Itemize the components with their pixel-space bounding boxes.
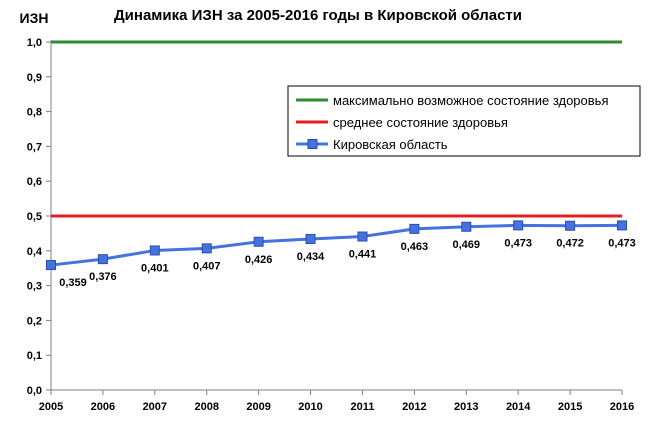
data-point — [409, 223, 420, 234]
data-point — [305, 233, 316, 244]
data-point — [461, 221, 472, 232]
y-tick-label: 0,1 — [27, 350, 42, 362]
data-label: 0,463 — [401, 241, 429, 253]
series-line — [50, 223, 623, 267]
data-label: 0,469 — [453, 239, 481, 251]
data-point — [97, 254, 108, 265]
data-point — [513, 220, 524, 231]
data-label: 0,376 — [89, 271, 117, 283]
y-tick-label: 0,3 — [27, 281, 42, 293]
data-label: 0,359 — [59, 277, 87, 289]
data-point — [46, 260, 56, 271]
y-tick-label: 0,0 — [27, 385, 42, 397]
legend-marker — [307, 139, 318, 149]
y-tick-label: 0,2 — [27, 315, 42, 327]
y-tick-label: 1,0 — [27, 37, 42, 49]
x-tick-label: 2015 — [558, 401, 582, 413]
data-label: 0,441 — [349, 249, 377, 261]
x-tick-label: 2006 — [91, 401, 115, 413]
y-tick-label: 0,5 — [27, 211, 42, 223]
x-tick-label: 2014 — [506, 401, 531, 413]
data-label: 0,401 — [141, 262, 169, 274]
x-tick-label: 2009 — [246, 401, 270, 413]
legend-entry: максимально возможное состояние здоровья — [333, 93, 609, 108]
x-tick-label: 2010 — [298, 401, 322, 413]
legend: максимально возможное состояние здоровья… — [287, 85, 641, 157]
y-axis-label: ИЗН — [20, 10, 49, 26]
y-tick-label: 0,6 — [27, 176, 42, 188]
y-tick-label: 0,9 — [27, 72, 42, 84]
data-point — [617, 220, 627, 231]
data-point — [201, 243, 212, 254]
data-label: 0,407 — [193, 260, 221, 272]
y-tick-label: 0,7 — [27, 141, 42, 153]
x-tick-label: 2008 — [194, 401, 218, 413]
x-tick-label: 2013 — [454, 401, 478, 413]
data-point — [253, 236, 264, 247]
x-tick-label: 2012 — [402, 401, 426, 413]
data-point — [149, 245, 160, 256]
x-tick-label: 2005 — [39, 401, 63, 413]
data-point — [565, 220, 576, 231]
x-tick-label: 2011 — [351, 401, 375, 413]
data-label: 0,434 — [297, 251, 325, 263]
legend-entry: Кировская область — [333, 137, 448, 152]
y-tick-label: 0,8 — [27, 107, 42, 119]
data-label: 0,472 — [556, 238, 584, 250]
legend-entry: среднее состояние здоровья — [333, 115, 508, 130]
y-tick-label: 0,4 — [27, 246, 43, 258]
data-label: 0,473 — [504, 237, 532, 249]
x-tick-label: 2007 — [143, 401, 167, 413]
data-label: 0,426 — [245, 254, 273, 266]
data-point — [357, 231, 368, 242]
legend-box — [287, 85, 641, 157]
data-label: 0,473 — [608, 237, 636, 249]
x-tick-label: 2016 — [610, 401, 634, 413]
chart-title: Динамика ИЗН за 2005-2016 годы в Кировск… — [114, 7, 522, 24]
